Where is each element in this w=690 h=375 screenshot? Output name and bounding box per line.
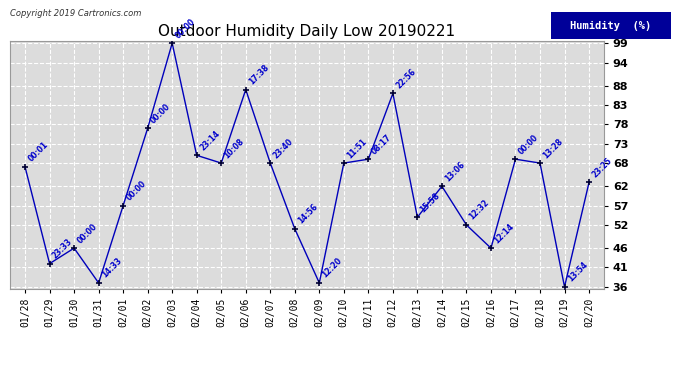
Text: 14:33: 14:33 — [100, 256, 124, 280]
Text: 08:17: 08:17 — [370, 132, 393, 156]
Text: 22:56: 22:56 — [394, 67, 417, 90]
Text: 13:06: 13:06 — [443, 160, 466, 183]
Text: 23:14: 23:14 — [198, 129, 221, 152]
Text: 12:20: 12:20 — [321, 256, 344, 280]
Text: 23:40: 23:40 — [271, 136, 295, 160]
Text: 15:58: 15:58 — [419, 191, 442, 214]
Text: 00:01: 00:01 — [26, 140, 50, 164]
Text: 17:38: 17:38 — [247, 63, 270, 87]
Text: 13:28: 13:28 — [541, 136, 564, 160]
Text: Humidity  (%): Humidity (%) — [571, 21, 651, 31]
Text: 00:00: 00:00 — [517, 133, 540, 156]
Text: 14:56: 14:56 — [296, 202, 319, 226]
Text: 00:00: 00:00 — [124, 179, 148, 203]
Text: 12:14: 12:14 — [492, 222, 515, 245]
Text: 10:08: 10:08 — [222, 136, 246, 160]
Text: 00:00: 00:00 — [173, 16, 197, 40]
Text: 23:33: 23:33 — [51, 237, 75, 261]
Text: 13:54: 13:54 — [566, 260, 589, 284]
Text: 12:32: 12:32 — [468, 198, 491, 222]
Text: 00:00: 00:00 — [149, 102, 172, 125]
Text: 11:51: 11:51 — [345, 136, 368, 160]
Text: 23:25: 23:25 — [590, 156, 613, 179]
Title: Outdoor Humidity Daily Low 20190221: Outdoor Humidity Daily Low 20190221 — [159, 24, 455, 39]
Text: 00:00: 00:00 — [75, 222, 99, 245]
Text: Copyright 2019 Cartronics.com: Copyright 2019 Cartronics.com — [10, 9, 141, 18]
